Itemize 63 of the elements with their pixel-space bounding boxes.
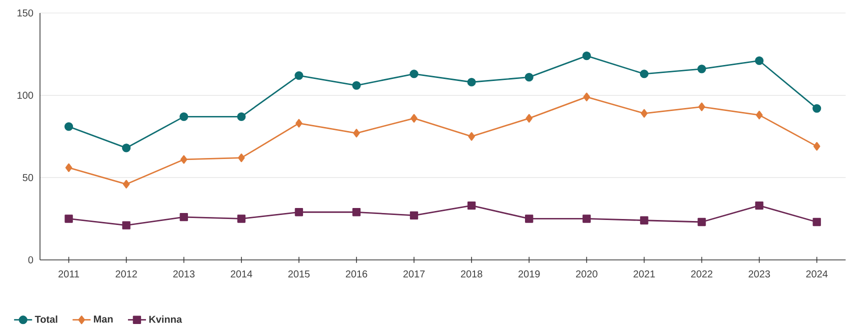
point [352,208,361,216]
point [812,104,822,113]
x-tick-label: 2014 [230,270,252,278]
legend-label: Kvinna [149,316,182,323]
point [122,180,130,189]
point [180,155,188,164]
x-tick-label: 2022 [691,270,712,278]
x-tick-label: 2015 [288,270,310,278]
point [410,114,418,123]
point [467,202,476,210]
point [640,109,648,118]
point [64,122,74,131]
x-tick-label: 2024 [806,270,828,278]
point [122,144,131,152]
x-tick-label: 2019 [518,270,540,278]
x-tick-label: 2021 [634,270,655,278]
x-tick-label: 2016 [346,270,368,278]
point [698,102,706,112]
point [756,110,763,120]
point [294,208,304,216]
x-tick-label: 2023 [748,270,770,278]
point [698,218,706,226]
point [294,71,304,80]
point [640,216,648,225]
x-tick-label: 2011 [58,270,80,278]
point [352,81,361,90]
point [180,112,188,122]
x-tick-label: 2020 [576,270,598,278]
point [524,72,534,82]
point [296,119,302,128]
point [525,214,534,223]
point [64,214,73,223]
point [468,132,475,141]
y-tick-label: 100 [18,92,34,99]
point [180,213,188,222]
x-tick-label: 2012 [116,270,137,278]
point [812,218,821,226]
point [640,70,648,78]
point [467,78,476,86]
point [697,64,706,74]
y-tick-label: 0 [28,256,34,264]
x-tick-label: 2017 [403,270,425,278]
x-tick-label: 2018 [460,270,482,278]
y-tick-label: 150 [18,10,34,17]
point [238,154,245,162]
point [122,221,130,230]
point [237,214,246,223]
legend-label: Total [34,316,58,323]
legend-label: Man [94,316,113,323]
x-tick-label: 2013 [173,270,195,278]
point [353,128,360,138]
point [582,214,591,223]
point [755,202,764,210]
point [65,163,72,172]
point [410,70,418,78]
point [582,52,591,60]
point [583,92,590,102]
point [410,211,418,220]
y-tick-label: 50 [22,174,34,182]
point [754,56,764,66]
point [237,112,246,122]
point [813,142,820,151]
point [526,114,533,123]
